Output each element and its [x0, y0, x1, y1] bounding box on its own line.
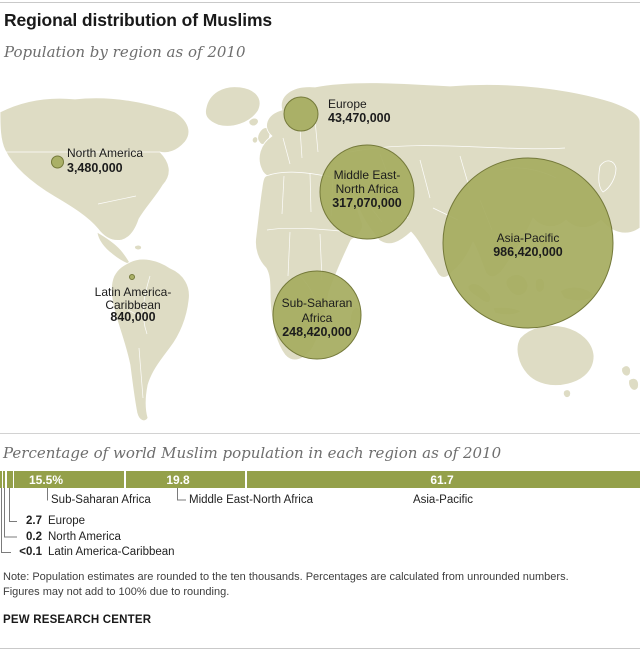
- region-value: 986,420,000: [493, 244, 563, 259]
- bubble-latin-america-caribbean: [129, 274, 135, 280]
- callout-line-middle-east: [177, 488, 186, 501]
- callout-row-north-america: 0.2 North America: [0, 531, 121, 543]
- bar-segment-europe: [6, 471, 13, 488]
- region-name: Caribbean: [105, 297, 161, 312]
- landmass-iceland: [248, 117, 259, 127]
- landmass-japan: [598, 160, 617, 193]
- bubble-asia-pacific: [442, 157, 614, 329]
- bar-value-label-asia-pacific: 61.7: [430, 472, 454, 487]
- top-rule: [0, 2, 640, 3]
- map-label-latin-america: Latin America- Caribbean 840,000: [53, 286, 213, 324]
- source-credit: PEW RESEARCH CENTER: [3, 614, 152, 626]
- callout-label: North America: [48, 530, 121, 543]
- map-label-sub-saharan-africa: Sub-Saharan Africa 248,420,000: [257, 296, 377, 340]
- region-name: North America: [67, 146, 144, 160]
- bar-segment-latin-america-caribbean: [0, 471, 2, 488]
- population-bubbles: [51, 96, 614, 360]
- callout-label: Latin America-Caribbean: [48, 546, 175, 558]
- bar-subtitle: Percentage of world Muslim population in…: [3, 444, 502, 462]
- region-name: Asia-Pacific: [496, 231, 560, 245]
- landmass-north-america: [0, 97, 190, 241]
- region-name: Africa: [301, 310, 333, 325]
- bar-label-middle-east: Middle East-North Africa: [189, 494, 313, 506]
- region-value: 3,480,000: [67, 161, 123, 175]
- bar-segment-sub-saharan-africa: [14, 471, 125, 488]
- bubble-middle-east-north-africa: [319, 144, 415, 240]
- landmass-south-america: [111, 258, 190, 422]
- region-value: 317,070,000: [332, 196, 402, 210]
- callout-line-north-america: [4, 488, 17, 538]
- bottom-rule: [0, 648, 640, 649]
- region-value: 840,000: [110, 310, 156, 324]
- callout-value: 2.7: [26, 515, 42, 527]
- section-divider: [0, 433, 640, 434]
- landmass-caribbean: [134, 244, 142, 251]
- bar-segment-asia-pacific: [246, 471, 640, 488]
- bar-value-label-sub-saharan-africa: 15.5%: [28, 472, 64, 487]
- footnote-line1: Note: Population estimates are rounded t…: [3, 571, 569, 583]
- bar-label-sub-saharan-africa: Sub-Saharan Africa: [51, 494, 151, 506]
- region-name: Latin America-: [94, 285, 172, 299]
- landmass-tasmania: [563, 389, 571, 398]
- bubble-europe: [283, 96, 319, 132]
- callout-value: <0.1: [19, 546, 42, 558]
- callout-lines: [1, 488, 186, 553]
- bar-value-label-middle-east-north-africa: 19.8: [166, 472, 190, 487]
- landmass-new-zealand: [621, 365, 639, 391]
- bubble-north-america: [51, 155, 64, 169]
- region-name: North Africa: [335, 182, 399, 196]
- world-bubble-map: North America 3,480,000 Latin America- C…: [0, 80, 640, 445]
- footnote: Note: Population estimates are rounded t…: [3, 570, 635, 600]
- callout-row-latin-america: <0.1 Latin America-Caribbean: [0, 546, 175, 558]
- bubble-sub-saharan-africa: [272, 270, 362, 360]
- callout-line-latin-america: [1, 488, 11, 553]
- region-name: Sub-Saharan: [281, 296, 353, 310]
- map-label-europe: Europe 43,470,000: [328, 97, 391, 125]
- callout-row-europe: 2.7 Europe: [0, 515, 85, 527]
- map-label-middle-east: Middle East- North Africa 317,070,000: [307, 168, 427, 210]
- bar-segment-north-america: [3, 471, 6, 488]
- region-value: 43,470,000: [328, 110, 391, 125]
- callout-line-europe: [9, 488, 17, 522]
- stacked-percentage-bar: 15.5% 19.8 61.7: [0, 471, 640, 488]
- map-subtitle: Population by region as of 2010: [4, 43, 246, 61]
- map-label-asia-pacific: Asia-Pacific 986,420,000: [468, 231, 588, 259]
- region-value: 248,420,000: [282, 325, 352, 339]
- landmass-australia: [516, 325, 595, 386]
- bar-segment-middle-east-north-africa: [125, 471, 246, 488]
- world-map-svg: [0, 82, 640, 422]
- page-title: Regional distribution of Muslims: [4, 10, 273, 30]
- region-name: Middle East-: [333, 168, 401, 182]
- bar-label-asia-pacific: Asia-Pacific: [412, 494, 474, 506]
- callout-value: 0.2: [26, 530, 42, 543]
- map-label-north-america: North America 3,480,000: [67, 146, 143, 176]
- callout-label: Europe: [48, 515, 86, 527]
- landmass-greenland: [205, 86, 261, 127]
- footnote-line2: Figures may not add to 100% due to round…: [3, 586, 230, 598]
- region-name: Europe: [328, 97, 367, 111]
